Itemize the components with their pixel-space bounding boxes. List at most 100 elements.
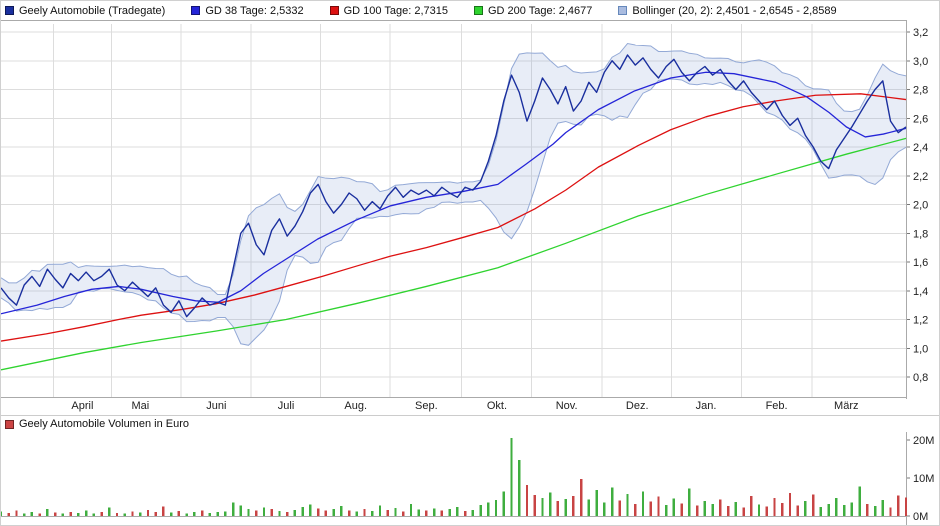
- volume-bar: [425, 510, 428, 516]
- volume-bar: [270, 509, 273, 516]
- volume-bar: [556, 501, 560, 516]
- volume-bar: [904, 497, 908, 516]
- volume-bar: [827, 503, 830, 516]
- volume-bar: [788, 492, 792, 516]
- price-pane: 3,2 3,0 2,8 2,6 2,4 2,2 2,0 1,8 1,6 1,4 1,2 1,0 0,8: [1, 20, 928, 399]
- y-axis-label: 2,8: [913, 85, 928, 97]
- x-axis: April Mai Juni Juli Aug. Sep. Okt. Nov. Dez. Jan.…: [1, 399, 939, 415]
- volume-bar: [781, 503, 784, 516]
- volume-bar: [734, 501, 737, 516]
- volume-bar: [881, 500, 884, 516]
- legend-label: Geely Automobile Volumen in Euro: [19, 418, 189, 430]
- volume-bar: [719, 499, 722, 516]
- volume-bar: [286, 512, 289, 516]
- volume-bar: [15, 510, 18, 516]
- volume-bar: [7, 513, 10, 516]
- legend-item: Bollinger (20, 2): 2,4501 - 2,6545 - 2,8…: [618, 5, 837, 17]
- legend-color-swatch-icon: [474, 6, 483, 15]
- legend-label: Geely Automobile (Tradegate): [19, 4, 166, 17]
- volume-bar: [92, 513, 95, 516]
- month-label: Aug.: [344, 400, 368, 412]
- volume-legend: Geely Automobile Volumen in Euro: [1, 415, 939, 432]
- volume-bar: [463, 511, 467, 516]
- month-label: Dez.: [625, 400, 649, 412]
- y-axis-label: 3,0: [913, 56, 928, 68]
- month-label: Feb.: [765, 400, 788, 412]
- volume-bar: [897, 495, 900, 516]
- volume-bar: [224, 511, 227, 516]
- legend-item: GD 200 Tage: 2,4677: [474, 5, 592, 17]
- volume-bar: [842, 505, 846, 516]
- volume-bar: [742, 507, 745, 516]
- y-axis-label: 1,0: [913, 343, 928, 355]
- volume-bar: [355, 511, 358, 516]
- y-axis-label: 0,8: [913, 372, 928, 384]
- volume-bar: [703, 501, 707, 516]
- gd100-line: [1, 93, 907, 342]
- legend-color-swatch-icon: [5, 6, 14, 15]
- legend-label: GD 200 Tage: 2,4677: [488, 4, 593, 17]
- volume-bar: [549, 492, 552, 516]
- volume-bar: [154, 511, 157, 516]
- volume-bar: [115, 513, 119, 516]
- volume-bar: [231, 502, 235, 516]
- bollinger-lower-line: [1, 78, 907, 346]
- y-axis-label: 2,6: [913, 113, 928, 125]
- volume-bar: [53, 512, 57, 516]
- volume-bar: [23, 513, 26, 516]
- volume-bar: [386, 509, 389, 516]
- volume-bar: [200, 510, 204, 516]
- gd200-line: [1, 137, 907, 371]
- volume-bar: [873, 506, 877, 516]
- legend-label: GD 38 Tage: 2,5332: [205, 4, 304, 17]
- legend-item: GD 38 Tage: 2,5332: [191, 4, 304, 17]
- y-axis-label: 2,4: [913, 142, 928, 154]
- volume-bar: [773, 497, 776, 516]
- volume-bar: [262, 507, 266, 516]
- volume-bar: [417, 509, 420, 516]
- volume-bar: [123, 513, 126, 516]
- volume-bar: [711, 504, 714, 516]
- volume-bar: [100, 512, 103, 516]
- y-axis-label: 2,0: [913, 200, 928, 212]
- y-axis-label: 2,2: [913, 171, 928, 183]
- volume-bar: [533, 495, 536, 516]
- month-label: Juli: [277, 400, 295, 412]
- volume-bar: [626, 494, 629, 516]
- volume-bar: [518, 459, 521, 516]
- volume-bar: [293, 509, 297, 516]
- volume-bar: [471, 509, 474, 516]
- volume-bar: [649, 501, 652, 516]
- volume-bar: [456, 506, 459, 516]
- volume-bar: [239, 505, 242, 516]
- volume-bar: [440, 510, 444, 516]
- volume-bar: [835, 498, 838, 516]
- month-label: Sep.: [415, 400, 438, 412]
- volume-bar: [301, 506, 304, 516]
- volume-bar: [750, 495, 753, 516]
- volume-bar: [347, 510, 351, 516]
- volume-bar: [866, 504, 869, 516]
- volume-bar: [688, 488, 691, 516]
- volume-bar: [850, 502, 854, 516]
- volume-bar: [340, 506, 343, 516]
- volume-bar: [479, 505, 482, 516]
- volume-bar: [193, 512, 196, 516]
- volume-bar: [812, 494, 815, 516]
- volume-bar: [541, 497, 544, 516]
- volume-bar: [77, 513, 80, 516]
- volume-bar: [61, 513, 65, 516]
- volume-bar: [185, 513, 188, 516]
- volume-bar: [309, 504, 312, 516]
- month-label: Nov.: [555, 400, 578, 412]
- legend-item: Geely Automobile (Tradegate): [5, 5, 165, 17]
- volume-bar: [564, 498, 567, 516]
- volume-bar: [378, 505, 382, 516]
- volume-bar: [170, 512, 173, 516]
- volume-bar: [726, 506, 730, 516]
- volume-bar: [30, 512, 34, 516]
- volume-bar: [255, 510, 258, 516]
- volume-bar: [448, 509, 451, 516]
- volume-bar: [487, 502, 490, 516]
